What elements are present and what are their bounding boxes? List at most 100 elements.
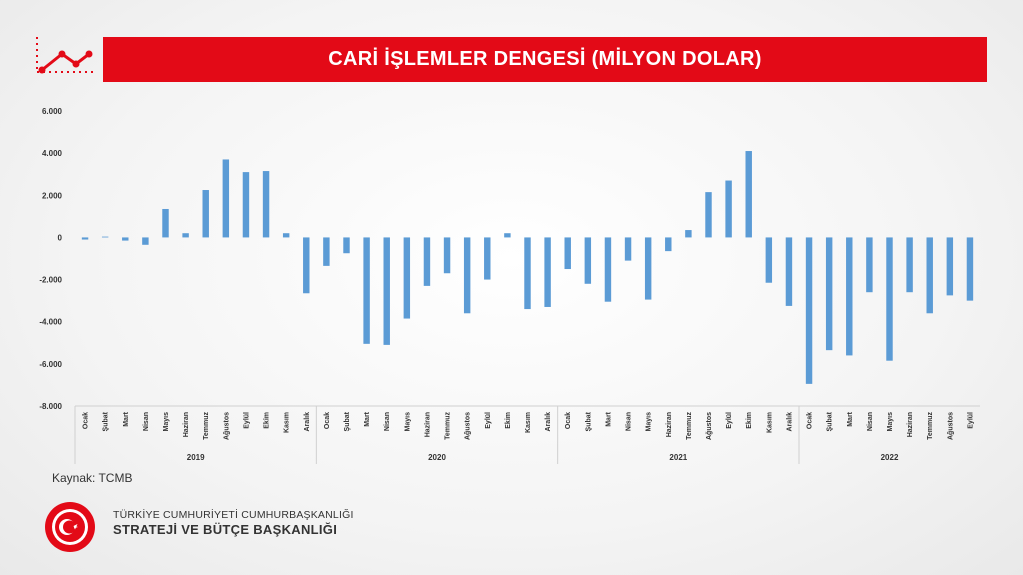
x-tick-label: Ağustos <box>465 412 472 440</box>
bar <box>805 237 813 384</box>
bar <box>383 237 390 345</box>
bar <box>303 237 310 294</box>
bar <box>644 237 652 300</box>
x-tick-label: Mart <box>364 411 371 426</box>
bar <box>262 171 270 238</box>
bar <box>363 237 370 344</box>
x-tick-label: Ocak <box>83 412 90 429</box>
x-tick-label: Kasım <box>284 412 291 433</box>
bar <box>825 237 833 351</box>
x-tick-label: Şubat <box>827 411 834 431</box>
x-tick-label: Ekim <box>264 412 271 429</box>
x-tick-label: Mayıs <box>646 412 653 432</box>
bar <box>866 237 873 293</box>
year-label: 2021 <box>669 453 687 462</box>
organization-name: TÜRKİYE CUMHURİYETİ CUMHURBAŞKANLIĞI <box>113 509 354 521</box>
bar <box>624 237 632 261</box>
x-tick-label: Ağustos <box>947 412 954 440</box>
x-tick-label: Nisan <box>143 412 150 431</box>
x-tick-label: Eylül <box>726 412 733 429</box>
x-tick-label: Nisan <box>867 412 874 431</box>
y-tick-label: -4.000 <box>39 318 62 327</box>
x-tick-label: Aralık <box>545 412 552 432</box>
x-tick-label: Ocak <box>807 412 814 429</box>
bar <box>443 237 451 274</box>
x-tick-label: Temmuz <box>927 412 934 440</box>
bar <box>504 233 511 238</box>
y-tick-label: 4.000 <box>42 149 63 158</box>
x-tick-label: Mart <box>847 411 854 426</box>
bar <box>403 237 411 319</box>
x-tick-label: Ekim <box>505 412 512 429</box>
y-tick-label: -8.000 <box>39 402 62 411</box>
bar <box>564 237 571 270</box>
x-tick-label: Kasım <box>766 412 773 433</box>
x-tick-label: Haziran <box>666 412 673 437</box>
x-tick-label: Aralık <box>304 412 311 432</box>
bar <box>705 192 712 238</box>
x-tick-label: Haziran <box>907 412 914 437</box>
y-tick-label: -2.000 <box>39 276 62 285</box>
bar <box>966 237 974 301</box>
bar <box>725 180 732 238</box>
x-tick-label: Nisan <box>384 412 391 431</box>
x-tick-label: Ocak <box>565 412 572 429</box>
trend-line-icon <box>36 37 94 74</box>
bar <box>524 237 531 310</box>
x-tick-label: Mayıs <box>163 412 170 432</box>
x-tick-label: Mayıs <box>404 412 411 432</box>
x-tick-label: Ağustos <box>706 412 713 440</box>
source-note: Kaynak: TCMB <box>52 471 133 485</box>
x-tick-label: Nisan <box>626 412 633 431</box>
x-tick-label: Aralık <box>786 412 793 432</box>
bar <box>202 190 209 238</box>
bar <box>222 159 230 238</box>
crescent-star-seal-icon <box>45 502 95 552</box>
x-tick-label: Mart <box>123 411 130 426</box>
bar <box>665 237 672 252</box>
bar <box>182 233 189 238</box>
bar <box>685 230 692 238</box>
bar <box>765 237 773 283</box>
x-tick-label: Ocak <box>324 412 331 429</box>
x-tick-label: Eylül <box>243 412 250 429</box>
x-tick-label: Kasım <box>525 412 532 433</box>
year-label: 2020 <box>428 453 446 462</box>
x-tick-label: Şubat <box>344 411 351 431</box>
bar <box>785 237 793 306</box>
x-tick-label: Ağustos <box>223 412 230 440</box>
bar <box>926 237 933 314</box>
bar <box>906 237 913 293</box>
x-tick-label: Eylül <box>485 412 492 429</box>
bar-chart: 6.000 4.000 2.000 0 -2.000 -4.000 -6.000 -8.000… <box>39 107 980 464</box>
x-tick-label: Haziran <box>424 412 431 437</box>
bar <box>162 208 169 238</box>
x-tick-label: Eylül <box>967 412 974 429</box>
y-tick-label: 0 <box>58 233 63 242</box>
bar <box>745 151 752 238</box>
bar <box>282 233 290 238</box>
bar <box>463 237 471 314</box>
x-tick-label: Mart <box>605 411 612 426</box>
bar <box>544 237 551 307</box>
x-tick-label: Haziran <box>183 412 190 437</box>
x-tick-label: Mayıs <box>887 412 894 432</box>
bar <box>343 237 350 254</box>
bar <box>142 237 149 245</box>
title-banner: CARİ İŞLEMLER DENGESİ (MİLYON DOLAR) <box>103 37 987 82</box>
bar <box>81 237 89 240</box>
bar <box>122 237 129 241</box>
y-tick-label: -6.000 <box>39 360 62 369</box>
bar <box>323 237 330 266</box>
x-tick-label: Temmuz <box>686 412 693 440</box>
x-tick-label: Temmuz <box>445 412 452 440</box>
year-label: 2022 <box>881 453 899 462</box>
bar <box>584 237 592 284</box>
bar <box>484 237 491 280</box>
bar <box>946 237 954 296</box>
y-tick-label: 2.000 <box>42 191 63 200</box>
bar <box>886 237 893 361</box>
x-tick-label: Şubat <box>103 411 110 431</box>
bar <box>604 237 612 302</box>
x-tick-label: Ekim <box>746 412 753 429</box>
